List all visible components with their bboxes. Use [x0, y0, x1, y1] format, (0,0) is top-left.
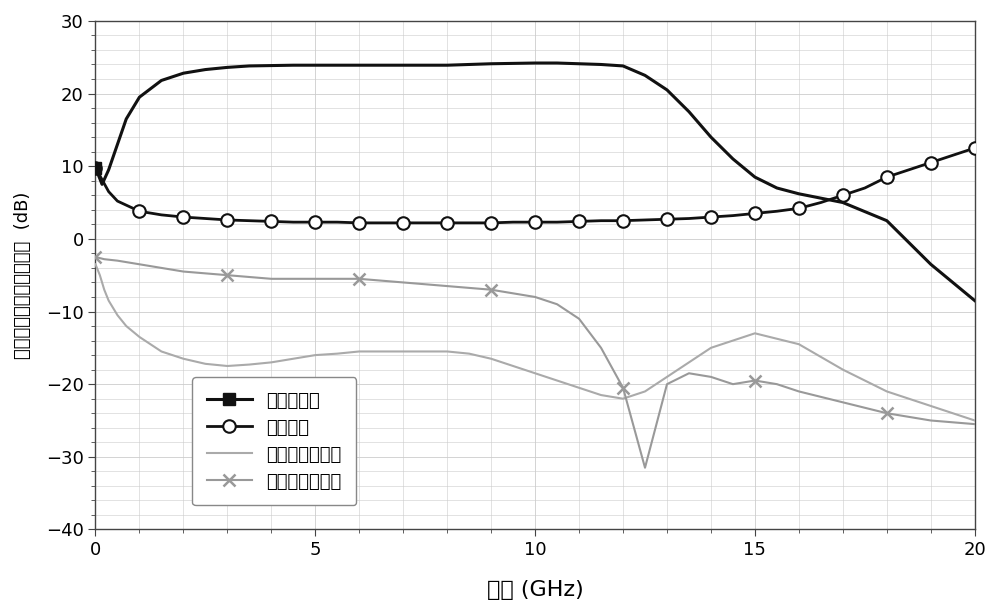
Legend: 小信号增益, 噪声系数, 输入端回波损耗, 输出端回波损耗: 小信号增益, 噪声系数, 输入端回波损耗, 输出端回波损耗 — [192, 377, 356, 505]
X-axis label: 频率 (GHz): 频率 (GHz) — [487, 580, 583, 600]
Y-axis label: 增益，噪声以及回波损耗  (dB): 增益，噪声以及回波损耗 (dB) — [14, 192, 32, 359]
